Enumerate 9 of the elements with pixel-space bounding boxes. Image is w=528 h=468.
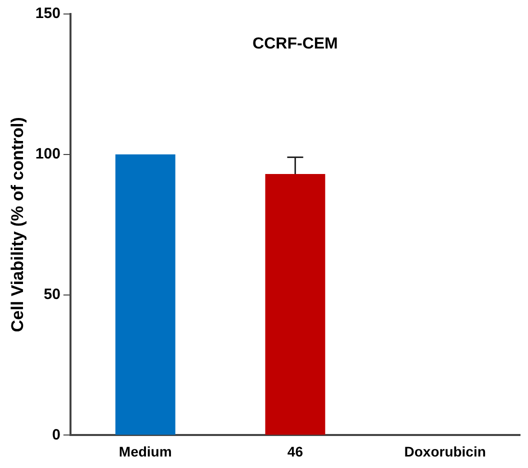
x-tick-label: Medium — [118, 443, 172, 460]
text: CCRF-CEM — [252, 35, 338, 52]
x-tick-label: 46 — [287, 443, 304, 460]
y-tick-label: 100 — [35, 146, 60, 163]
y-tick-label: 50 — [44, 286, 60, 303]
y-tick-label: 150 — [35, 5, 60, 22]
y-tick-label: 0 — [52, 426, 60, 444]
y-axis-title: Cell Viability (% of control) — [8, 117, 27, 332]
x-tick-label: Doxorubicin — [404, 443, 486, 460]
